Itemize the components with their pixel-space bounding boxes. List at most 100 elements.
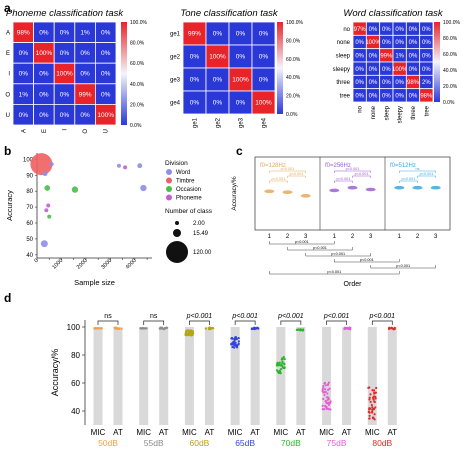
bubble-legend-title: Division [165,160,188,167]
bubble-legend-label: Timbre [176,179,195,185]
word-colorbar-tick: 60.0% [443,52,458,58]
order-bracket-label: ns [415,167,419,171]
noise-point-at [209,327,212,331]
word-cell-value: 0% [409,40,418,46]
noise-point-mic [321,408,324,411]
noise-point-mic [324,404,327,408]
word-cell-value: 0% [382,40,391,46]
word-col-label: none [371,105,377,119]
phoneme-colorbar-tick: 100.0% [130,20,148,26]
order-x-tick-label: 1 [333,234,337,240]
panel-label-b: b [4,144,11,158]
noise-sig-label: p<0.001 [277,313,304,320]
word-cell-value: 98% [407,80,420,86]
word-cell-value: 0% [369,54,378,60]
word-cell-value: 0% [355,94,364,100]
bubble-y-tick-label: 50 [26,237,33,243]
bubble-point [44,185,51,191]
bubble-y-tick-label: 80 [26,189,33,195]
noise-point-mic [325,407,329,410]
noise-bar-mic [184,327,194,425]
noise-group-label: 80dB [372,438,392,448]
noise-point-at [295,328,298,331]
noise-pair-label-at: AT [113,428,123,437]
order-bottom-bracket [269,271,400,275]
tone-colorbar-tick: 40.0% [286,75,301,81]
tone-cell-value: 0% [213,77,223,84]
bubble-size-legend-label: 15.49 [193,231,209,237]
word-col-label: sleepy [398,106,404,123]
noise-point-at [204,327,207,330]
phoneme-col-label: I [63,129,69,131]
noise-point-mic [233,337,236,341]
order-group-label: f0=256Hz [325,163,351,169]
noise-y-label: Accuracy/% [50,349,60,397]
order-bracket-label: p<0.001 [281,167,295,171]
noise-group-label: 50dB [98,438,118,448]
order-x-tick-label: 3 [304,234,308,240]
noise-point-mic [373,400,376,403]
word-col-label: three [411,105,417,119]
word-cell-value: 0% [395,80,404,86]
order-x-tick-label: 2 [286,234,290,240]
tone-cell-value: 0% [190,77,200,84]
noise-point-mic [145,327,148,330]
bubble-point [71,186,79,193]
noise-point-mic [372,389,376,392]
noise-point-mic [372,395,376,398]
noise-point-mic [278,361,281,364]
bubble-legend-swatch [166,177,172,184]
phoneme-colorbar-tick: 0.0% [130,123,142,129]
order-bottom-bracket [269,241,335,245]
order-point [394,185,405,190]
noise-point-mic [282,355,285,359]
noise-point-mic [367,410,370,414]
word-cell-value: 99% [380,54,393,60]
noise-point-mic [326,383,329,386]
noise-point-mic [237,342,240,345]
noise-point-mic [370,403,373,407]
word-cell-value: 0% [422,67,431,73]
noise-point-mic [235,338,238,341]
order-group-label: f0=512Hz [390,163,416,169]
noise-point-mic [373,418,376,421]
noise-point-at [257,327,260,330]
noise-point-mic [375,386,378,390]
bubble-point [123,165,128,170]
noise-point-at [298,329,302,332]
bubble-x-tick-label: 1000 [51,258,64,271]
tone-cell-value: 0% [236,31,246,38]
word-cell-value: 0% [355,67,364,73]
tone-title: Tone classification task [180,8,279,19]
noise-point-mic [373,391,376,394]
noise-point-mic [185,332,188,335]
noise-point-mic [324,388,327,391]
noise-point-mic [275,364,278,367]
tone-colorbar-tick: 80.0% [286,38,301,44]
bubble-point [49,162,54,167]
noise-point-mic [327,403,331,406]
noise-pair-label-mic: MIC [182,428,197,437]
noise-point-mic [329,400,332,403]
tone-cell-value: 100% [209,54,226,61]
noise-sig-bracket [280,320,302,325]
phoneme-cell-value: 0% [39,71,49,78]
word-col-label: sleep [384,105,390,120]
tone-cell-value: 0% [236,54,246,61]
noise-bar-at [159,327,169,425]
noise-point-mic [326,392,329,395]
noise-sig-label: p<0.001 [323,313,350,320]
order-bracket [399,180,418,183]
word-cell-value: 0% [382,27,391,33]
phoneme-cell-value: 0% [80,112,90,119]
noise-point-mic [368,408,371,411]
noise-point-mic [374,406,377,409]
noise-point-mic [322,391,325,394]
bubble-legend-label: Phoneme [176,196,202,202]
order-frame [254,156,451,231]
bubble-size-legend-circle [166,241,188,263]
phoneme-cell-value: 0% [60,112,70,119]
noise-pair-label-at: AT [205,428,215,437]
tone-cell-value: 100% [232,77,249,84]
